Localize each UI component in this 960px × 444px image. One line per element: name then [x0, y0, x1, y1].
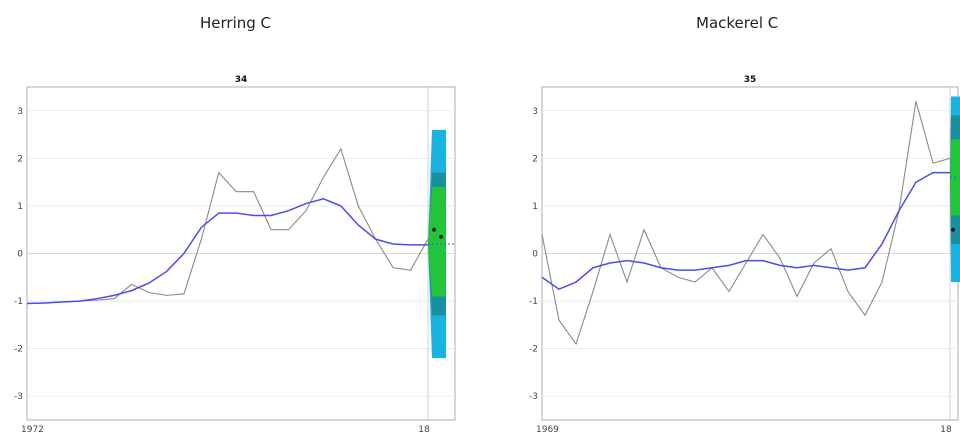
panel-title: 35	[744, 75, 757, 85]
y-tick-label: 1	[17, 202, 23, 212]
figure-title-herring: Herring C	[200, 14, 272, 32]
panel-title: 34	[235, 75, 248, 85]
series-observed	[26, 147, 429, 304]
y-tick-label: -1	[14, 297, 23, 307]
y-tick-label: -1	[529, 297, 538, 307]
forecast-point	[439, 235, 443, 239]
x-end-label: 18	[940, 425, 952, 435]
x-start-label: 1972	[21, 425, 44, 435]
y-tick-label: 2	[17, 154, 23, 164]
series-smoothed	[541, 171, 950, 291]
y-tick-label: -3	[14, 392, 23, 402]
y-tick-label: -2	[14, 345, 23, 355]
y-tick-label: 2	[532, 154, 538, 164]
y-tick-label: 1	[532, 202, 538, 212]
forecast-inner-band	[428, 186, 446, 297]
series-observed	[541, 101, 951, 346]
chart-mackerel: 3 2 1 0 -1 -2 -3 35 1969 18	[529, 75, 960, 435]
forecast-point	[951, 227, 955, 232]
chart-herring: 3 2 1 0 -1 -2 -3 34 1972 18	[14, 75, 456, 435]
y-tick-label: -2	[529, 345, 538, 355]
forecast-point	[432, 227, 436, 232]
y-tick-label: 3	[17, 107, 23, 117]
y-tick-label: 0	[532, 250, 538, 260]
x-start-label: 1969	[536, 425, 559, 435]
series-smoothed	[26, 198, 428, 305]
x-end-label: 18	[418, 425, 430, 435]
figure-title-mackerel: Mackerel C	[696, 14, 779, 32]
y-tick-label: 0	[17, 250, 23, 260]
y-tick-label: -3	[529, 392, 538, 402]
y-tick-label: 3	[532, 107, 538, 117]
